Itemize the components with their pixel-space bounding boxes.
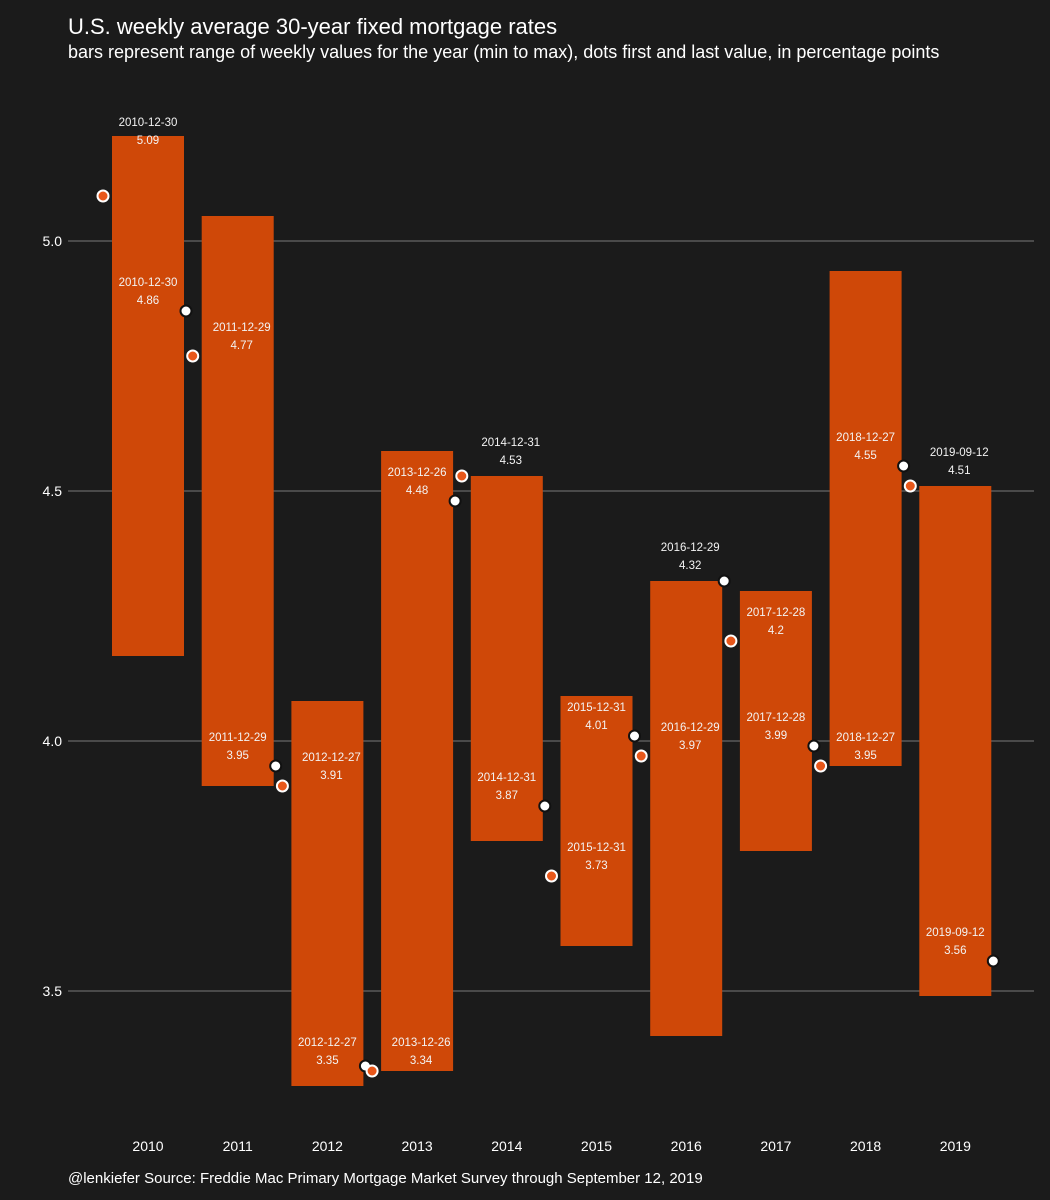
- first-value-dot-2014: [455, 469, 469, 483]
- range-bar-2012: [291, 701, 364, 1086]
- last-value-dot-2015: [628, 729, 641, 743]
- first-value-dot-2018: [814, 759, 828, 773]
- x-tick-label: 2010: [132, 1138, 163, 1154]
- data-label-value: 3.99: [765, 730, 787, 742]
- data-label-value: 3.35: [316, 1055, 338, 1067]
- data-label-value: 4.55: [854, 450, 876, 462]
- y-tick-label: 5.0: [43, 233, 63, 249]
- last-value-dot-2010: [179, 304, 193, 318]
- first-value-dot-2013: [365, 1064, 379, 1078]
- first-value-dot-2012: [275, 779, 289, 793]
- chart-title: U.S. weekly average 30-year fixed mortga…: [68, 14, 558, 39]
- data-label-date: 2017-12-28: [746, 607, 805, 619]
- data-label-value: 3.91: [320, 770, 342, 782]
- y-tick-label: 4.0: [43, 733, 63, 749]
- data-label-value: 4.2: [768, 625, 784, 637]
- x-tick-label: 2011: [223, 1138, 253, 1154]
- data-label-date: 2010-12-30: [119, 277, 178, 289]
- y-tick-label: 3.5: [43, 983, 63, 999]
- x-tick-label: 2013: [402, 1138, 433, 1154]
- data-label-date: 2015-12-31: [567, 702, 626, 714]
- data-label-value: 4.53: [500, 455, 522, 467]
- first-value-dot-2017: [724, 634, 738, 648]
- data-label-value: 3.87: [496, 790, 518, 802]
- dot-layer: [96, 189, 1000, 1078]
- x-tick-label: 2017: [760, 1138, 791, 1154]
- first-value-dot-2016: [634, 749, 648, 763]
- first-value-dot-2015: [545, 869, 558, 883]
- data-label-value: 3.95: [227, 750, 249, 762]
- x-tick-label: 2019: [940, 1138, 971, 1154]
- first-value-dot-2019: [903, 479, 917, 493]
- data-label-value: 3.95: [854, 750, 876, 762]
- range-bar-2010: [112, 136, 184, 656]
- data-label-date: 2015-12-31: [567, 842, 626, 854]
- data-label-date: 2019-09-12: [926, 927, 985, 939]
- first-value-dot-2011: [186, 349, 200, 363]
- data-label-date: 2010-12-30: [119, 117, 178, 129]
- x-tick-label: 2012: [312, 1138, 343, 1154]
- data-label-date: 2013-12-26: [392, 1037, 451, 1049]
- data-label-date: 2018-12-27: [836, 732, 895, 744]
- range-bar-2011: [201, 216, 274, 786]
- data-label-value: 4.32: [679, 560, 701, 572]
- range-bar-2016: [650, 581, 723, 1036]
- range-bar-2018: [829, 271, 902, 766]
- data-label-date: 2016-12-29: [661, 722, 720, 734]
- x-tick-label: 2018: [850, 1138, 881, 1154]
- range-bar-2015: [560, 696, 633, 946]
- last-value-dot-2017: [807, 739, 821, 753]
- data-label-date: 2017-12-28: [746, 712, 805, 724]
- bar-layer: [112, 136, 992, 1086]
- data-label-value: 4.86: [137, 295, 159, 307]
- axis-layer: 3.5 4.0 4.5 5.0 2010 2011 2012 2013 2014 2015 2016…: [43, 233, 972, 1154]
- label-layer: 2010-12-30 5.09 2010-12-30 4.86 2011-12-29 4.…: [119, 117, 989, 1067]
- data-label-date: 2011-12-29: [213, 322, 271, 334]
- data-label-date: 2012-12-27: [298, 1037, 357, 1049]
- data-label-value: 3.34: [410, 1055, 433, 1067]
- data-label-value: 4.01: [585, 720, 607, 732]
- x-tick-label: 2014: [491, 1138, 522, 1154]
- last-value-dot-2014: [538, 799, 552, 813]
- data-label-date: 2019-09-12: [930, 447, 989, 459]
- data-label-date: 2011-12-29: [209, 732, 267, 744]
- chart-subtitle: bars represent range of weekly values fo…: [68, 42, 940, 62]
- data-label-value: 4.77: [231, 340, 253, 352]
- y-tick-label: 4.5: [43, 483, 63, 499]
- last-value-dot-2011: [269, 759, 283, 773]
- x-tick-label: 2016: [671, 1138, 702, 1154]
- data-label-date: 2013-12-26: [388, 467, 447, 479]
- range-bar-2014: [470, 476, 543, 841]
- data-label-date: 2014-12-31: [481, 437, 540, 449]
- data-label-value: 4.51: [948, 465, 970, 477]
- range-bar-2013: [381, 451, 454, 1071]
- last-value-dot-2013: [448, 494, 462, 508]
- data-label-date: 2016-12-29: [661, 542, 720, 554]
- first-value-dot-2010: [96, 189, 110, 203]
- data-label-date: 2014-12-31: [477, 772, 536, 784]
- data-label-value: 3.97: [679, 740, 701, 752]
- x-tick-label: 2015: [581, 1138, 612, 1154]
- data-label-date: 2018-12-27: [836, 432, 895, 444]
- range-bar-2017: [739, 591, 812, 851]
- last-value-dot-2016: [717, 574, 731, 588]
- data-label-value: 5.09: [137, 135, 159, 147]
- source-caption: @lenkiefer Source: Freddie Mac Primary M…: [68, 1170, 703, 1187]
- last-value-dot-2018: [897, 459, 911, 473]
- last-value-dot-2019: [986, 954, 1000, 968]
- data-label-date: 2012-12-27: [302, 752, 361, 764]
- data-label-value: 3.73: [585, 860, 607, 872]
- range-bar-2019: [919, 486, 992, 996]
- data-label-value: 4.48: [406, 485, 428, 497]
- data-label-value: 3.56: [944, 945, 966, 957]
